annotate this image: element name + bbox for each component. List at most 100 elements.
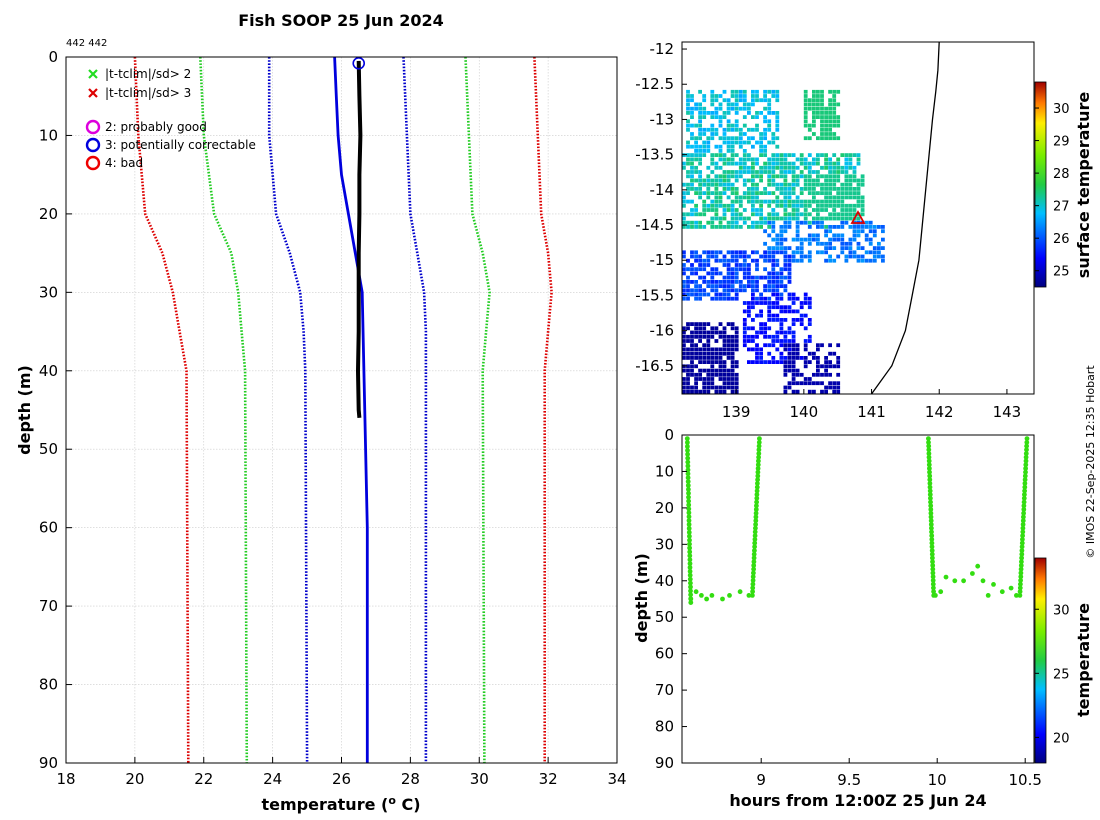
sst-cell [686,267,690,272]
sst-cell [702,203,707,208]
sst-cell [816,161,820,166]
sst-cell [816,174,820,179]
sst-cell [710,364,715,369]
sst-cell [755,127,759,132]
map-x-tick-label: 140 [790,403,819,421]
depth-point [751,555,757,561]
sst-cell [694,178,698,183]
sst-cell [783,330,788,335]
sst-cell [751,157,755,162]
sst-cell [803,174,808,179]
sst-cell [747,275,751,280]
sst-cell [779,280,784,284]
sst-cell [771,284,776,288]
sst-cell [820,136,824,141]
sst-cell [686,98,690,103]
sst-cell [820,216,824,221]
map-colorbar [1034,81,1047,288]
depth-point [756,440,762,445]
sst-cell [868,225,873,229]
sst-cell [836,385,841,390]
sst-cell [730,153,735,157]
depth-point [1023,466,1028,471]
sst-cell [714,106,719,111]
sst-cell [881,254,885,259]
sst-cell [759,292,763,297]
sst-cell [836,187,841,191]
depth-point [753,510,759,516]
sst-cell [852,229,857,234]
sst-cell [832,246,837,250]
sst-cell [812,115,816,119]
sst-cell [718,220,723,225]
sst-cell [702,288,707,293]
sst-cell [807,136,812,141]
flag-marker [352,57,366,70]
sst-cell [779,351,784,356]
sst-cell [852,208,857,212]
sst-cell [755,115,759,119]
sst-cell [803,161,808,166]
sst-cell [755,284,759,288]
sst-cell [807,254,812,259]
sst-cell [718,250,723,255]
sst-cell [771,292,776,297]
sst-cell [771,161,776,166]
sst-cell [775,330,780,335]
series-clim-3sd-low [133,57,190,763]
sst-cell [856,203,861,208]
sst-cell [686,174,690,179]
sst-cell [864,233,869,238]
sst-cell [714,144,719,149]
sst-cell [751,161,755,166]
sst-cell [791,389,796,394]
sst-cell [686,326,690,331]
sst-cell [771,250,776,255]
sst-cell [751,212,755,217]
sst-cell [779,241,784,246]
sst-cell [807,305,812,310]
sst-cell [816,199,820,204]
sst-cell [686,381,690,386]
depth-point [746,593,752,598]
depth-point [931,585,936,591]
sst-cell [759,111,763,115]
depth-point [928,503,934,509]
sst-cell [848,250,853,255]
sst-cell [816,170,820,174]
sst-cell [791,364,796,369]
sst-cell [714,111,719,115]
sst-cell [807,250,812,255]
temp-colorbar-label: temperature [1074,603,1093,717]
sst-cell [738,174,743,179]
sst-cell [742,182,747,187]
sst-cell [767,334,772,339]
sst-cell [714,187,719,191]
dt-y-tick-label: 10 [655,462,674,480]
sst-cell [718,149,723,153]
sst-cell [840,187,845,191]
sst-cell [706,187,711,191]
sst-cell [726,220,731,225]
sst-cell [803,296,808,301]
sst-cell [686,89,690,94]
sst-cell [795,229,800,234]
sst-cell [706,343,711,348]
sst-cell [682,284,686,288]
sst-cell [856,258,861,263]
sst-cell [832,199,837,204]
sst-cell [775,199,780,204]
sst-cell [787,254,792,259]
sst-cell [759,322,763,326]
sst-cell [803,102,808,107]
sst-cell [860,199,865,204]
sst-cell [840,220,845,225]
depth-point [929,533,935,539]
sst-cell [852,195,857,200]
sst-cell [820,153,824,157]
sst-cell [718,153,723,157]
sst-cell [775,187,780,191]
sst-cell [803,254,808,259]
sst-cell [807,220,812,225]
sst-cell [722,89,727,94]
